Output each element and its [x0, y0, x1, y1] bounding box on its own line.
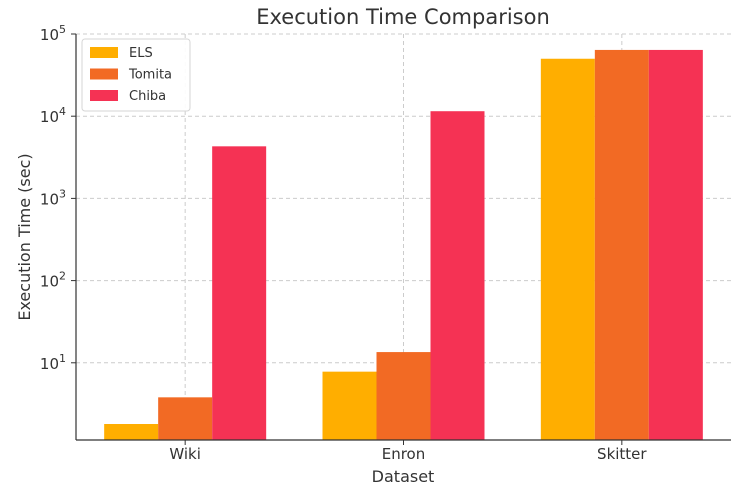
bar-els-skitter [540, 58, 595, 440]
bar-chiba-enron [430, 111, 485, 440]
x-tick-label-skitter: Skitter [597, 445, 647, 463]
bar-els-enron [322, 371, 377, 440]
y-tick-label: 103 [40, 187, 66, 208]
y-axis-label: Execution Time (sec) [15, 153, 34, 320]
x-axis-label: Dataset [372, 467, 435, 485]
y-tick-label: 104 [40, 105, 66, 126]
bar-chiba-wiki [212, 146, 267, 441]
y-tick-label: 105 [40, 23, 66, 44]
bar-tomita-wiki [158, 397, 213, 440]
bar-tomita-enron [376, 352, 431, 440]
legend-label-tomita: Tomita [128, 68, 172, 83]
x-tick-label-enron: Enron [382, 445, 426, 463]
bar-tomita-skitter [594, 49, 649, 441]
legend-swatch-tomita [90, 68, 118, 80]
bar-chiba-skitter [648, 49, 703, 441]
legend-label-els: ELS [129, 46, 153, 61]
legend-swatch-els [90, 47, 118, 58]
y-tick-label: 102 [40, 270, 66, 291]
legend-swatch-chiba [90, 90, 118, 101]
chart-title: Execution Time Comparison [256, 5, 550, 29]
y-tick-label: 101 [40, 352, 66, 373]
legend-label-chiba: Chiba [129, 89, 166, 104]
x-tick-label-wiki: Wiki [169, 445, 201, 463]
bar-els-wiki [104, 424, 159, 440]
